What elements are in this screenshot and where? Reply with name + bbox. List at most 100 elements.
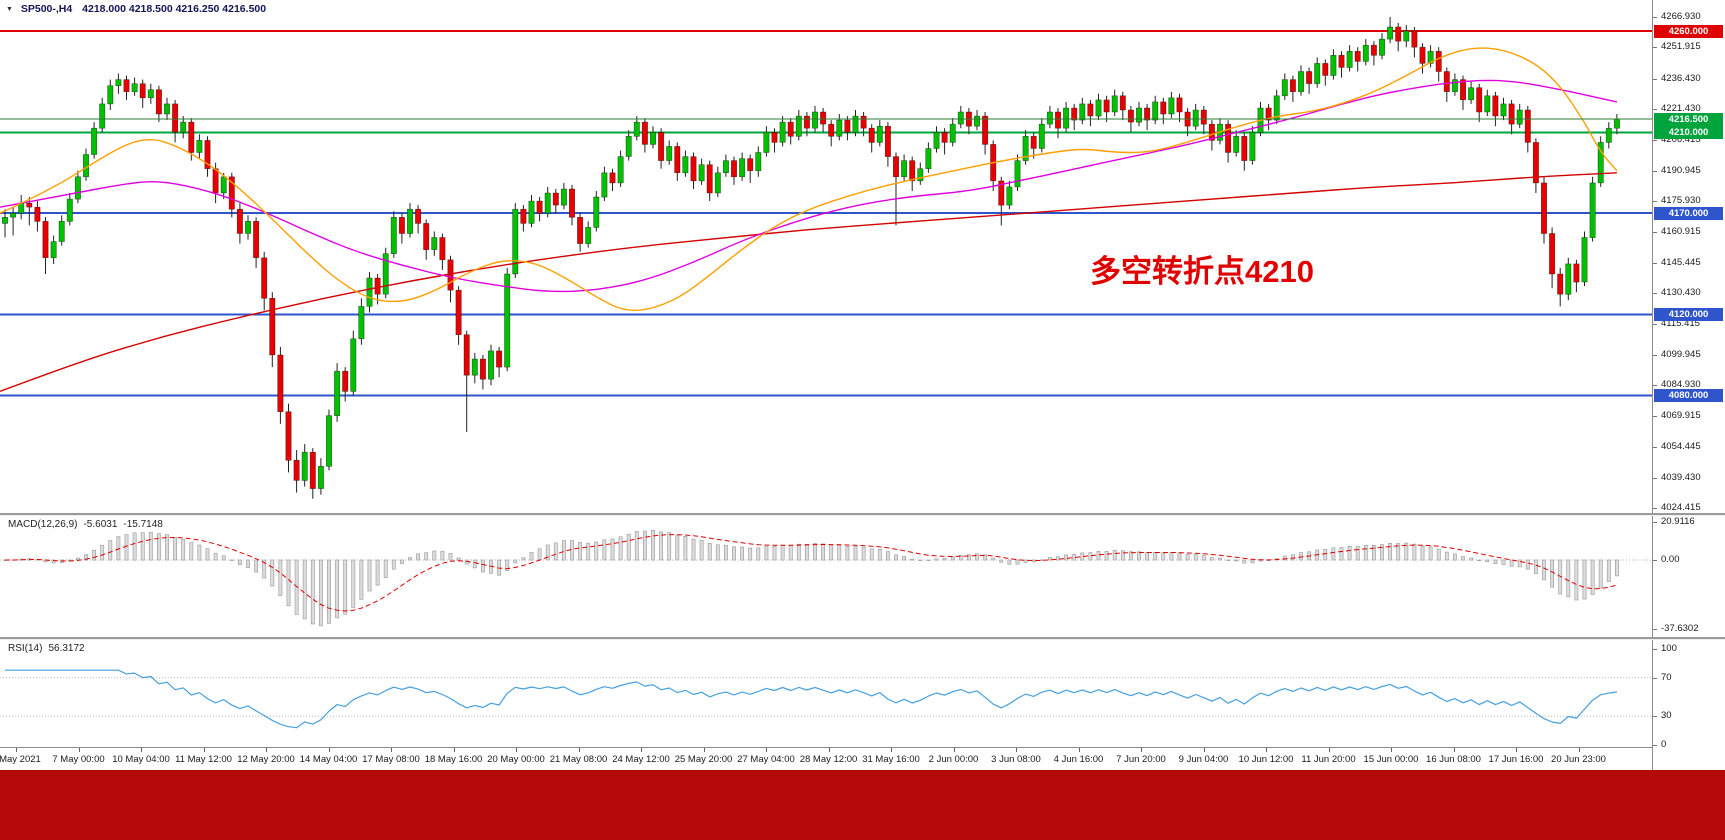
time-axis-label: 20 Jun 23:00 (1551, 754, 1606, 765)
time-axis-label: 17 Jun 16:00 (1488, 754, 1544, 765)
time-axis-label: 3 Jun 08:00 (991, 754, 1041, 765)
time-axis-tick (1078, 748, 1080, 752)
time-axis-tick (641, 748, 642, 752)
time-axis-label: 12 May 20:00 (237, 754, 295, 765)
macd-axis-label-tick (1653, 522, 1657, 523)
price-axis[interactable]: 4266.930 4251.915 4236.430 4221.430 4206.415… (1653, 0, 1725, 750)
price-axis-label: 4130.430 (1661, 287, 1701, 298)
price-axis-label-tick (1653, 447, 1657, 448)
price-axis-label-tick (1653, 293, 1657, 294)
rsi-pane-canvas[interactable] (0, 640, 1652, 747)
time-axis-label: 2 Jun 00:00 (928, 754, 979, 765)
rsi-axis-label: 100 (1661, 643, 1677, 654)
time-axis-label: 11 Jun 20:00 (1301, 754, 1356, 765)
rsi-axis-label-tick (1653, 716, 1657, 717)
price-axis-label-tick (1653, 17, 1657, 18)
main-chart-canvas[interactable] (0, 0, 1652, 513)
ma-mid-magenta (0, 79, 1618, 293)
rsi-label: RSI(14) 56.3172 (8, 643, 91, 654)
time-axis-tick (1266, 748, 1267, 752)
footer-bar (0, 770, 1725, 840)
time-axis-tick (1141, 748, 1142, 752)
time-axis-tick (1453, 748, 1455, 752)
axis-border (1652, 0, 1653, 770)
time-axis-label: 16 Jun 08:00 (1426, 754, 1481, 765)
time-axis-tick (141, 748, 142, 752)
price-axis-label-tick (1653, 478, 1657, 479)
time-axis-label: 31 May 16:00 (862, 754, 920, 765)
time-axis-label: 14 May 04:00 (299, 754, 358, 765)
rsi-value: 56.3172 (48, 643, 85, 654)
price-axis-label: 4024.415 (1661, 502, 1701, 513)
price-axis-label-tick (1653, 171, 1657, 172)
time-axis-tick (1391, 748, 1392, 752)
time-axis-tick (328, 748, 330, 752)
time-axis-tick (266, 748, 267, 752)
rsi-axis-label: 30 (1661, 710, 1672, 721)
price-axis-label: 4236.430 (1661, 73, 1701, 84)
rsi-axis-label-tick (1653, 678, 1657, 679)
macd-signal-value: -15.7148 (123, 519, 163, 530)
price-axis-label-tick (1653, 47, 1657, 48)
rsi-name: RSI(14) (8, 643, 43, 654)
time-axis-tick (1203, 748, 1205, 752)
price-axis-label: 4251.915 (1661, 41, 1701, 52)
time-axis-label: 17 May 08:00 (362, 754, 420, 765)
time-axis-label: 15 Jun 00:00 (1363, 754, 1419, 765)
price-axis-label-tick (1653, 324, 1657, 325)
time-axis-tick (1328, 748, 1330, 752)
price-axis-label: 4115.415 (1661, 318, 1700, 329)
macd-label: MACD(12,26,9) -5.6031 -15.7148 (8, 519, 169, 530)
rsi-axis-label-tick (1653, 649, 1657, 650)
price-badge-4080.000: 4080.000 (1654, 389, 1723, 402)
rsi-line (5, 669, 1617, 729)
time-axis-tick (78, 748, 80, 752)
rsi-axis-label: 70 (1661, 672, 1672, 683)
time-axis-tick (953, 748, 955, 752)
time-axis-tick (1516, 748, 1517, 752)
macd-pane-canvas[interactable] (0, 516, 1652, 637)
chart-collapse-icon[interactable]: ▼ (6, 6, 13, 13)
price-axis-label-tick (1653, 416, 1657, 417)
macd-value: -5.6031 (83, 519, 118, 530)
pane-separator-macd[interactable] (0, 513, 1725, 516)
time-axis-tick (891, 748, 892, 752)
macd-axis-label: 0.00 (1661, 554, 1680, 565)
price-axis-label: 4175.930 (1661, 195, 1701, 206)
symbol-info: ▼ SP500-,H4 4218.000 4218.500 4216.250 4… (6, 3, 266, 15)
time-axis[interactable]: 5 May 2021 7 May 00:00 10 May 04:00 11 May … (0, 747, 1652, 771)
ma-long-red (0, 172, 1617, 393)
price-badge-4210.000: 4210.000 (1654, 126, 1723, 139)
price-axis-label-tick (1653, 109, 1657, 110)
rsi-axis-label: 0 (1661, 739, 1667, 750)
time-axis-tick (516, 748, 517, 752)
time-axis-label: 28 May 12:00 (799, 754, 858, 765)
price-axis-label: 4221.430 (1661, 103, 1701, 114)
candles-layer (1, 16, 1620, 499)
macd-axis-label-tick (1653, 560, 1657, 561)
macd-name: MACD(12,26,9) (8, 519, 78, 530)
price-axis-label: 4160.915 (1661, 226, 1701, 237)
price-axis-label-tick (1653, 140, 1657, 141)
time-axis-tick (453, 748, 455, 752)
time-axis-tick (1578, 748, 1580, 752)
time-axis-tick (766, 748, 767, 752)
time-axis-label: 10 May 04:00 (112, 754, 170, 765)
time-axis-label: 4 Jun 16:00 (1053, 754, 1104, 765)
ma-lines-layer (0, 47, 1618, 393)
price-axis-label: 4190.945 (1661, 165, 1701, 176)
price-axis-label: 4266.930 (1661, 11, 1701, 22)
time-axis-label: 25 May 20:00 (674, 754, 733, 765)
macd-axis-label: 20.9116 (1661, 516, 1695, 527)
time-axis-label: 5 May 2021 (0, 754, 41, 765)
price-badge-4120.000: 4120.000 (1654, 308, 1723, 321)
time-axis-tick (578, 748, 580, 752)
price-badge-4170.000: 4170.000 (1654, 207, 1723, 220)
ma-fast-orange (0, 47, 1618, 312)
annotation-text[interactable]: 多空转折点4210 (1090, 254, 1314, 289)
time-axis-label: 24 May 12:00 (612, 754, 670, 765)
macd-histogram (3, 530, 1619, 627)
pane-separator-rsi[interactable] (0, 637, 1725, 640)
time-axis-label: 20 May 00:00 (487, 754, 545, 765)
